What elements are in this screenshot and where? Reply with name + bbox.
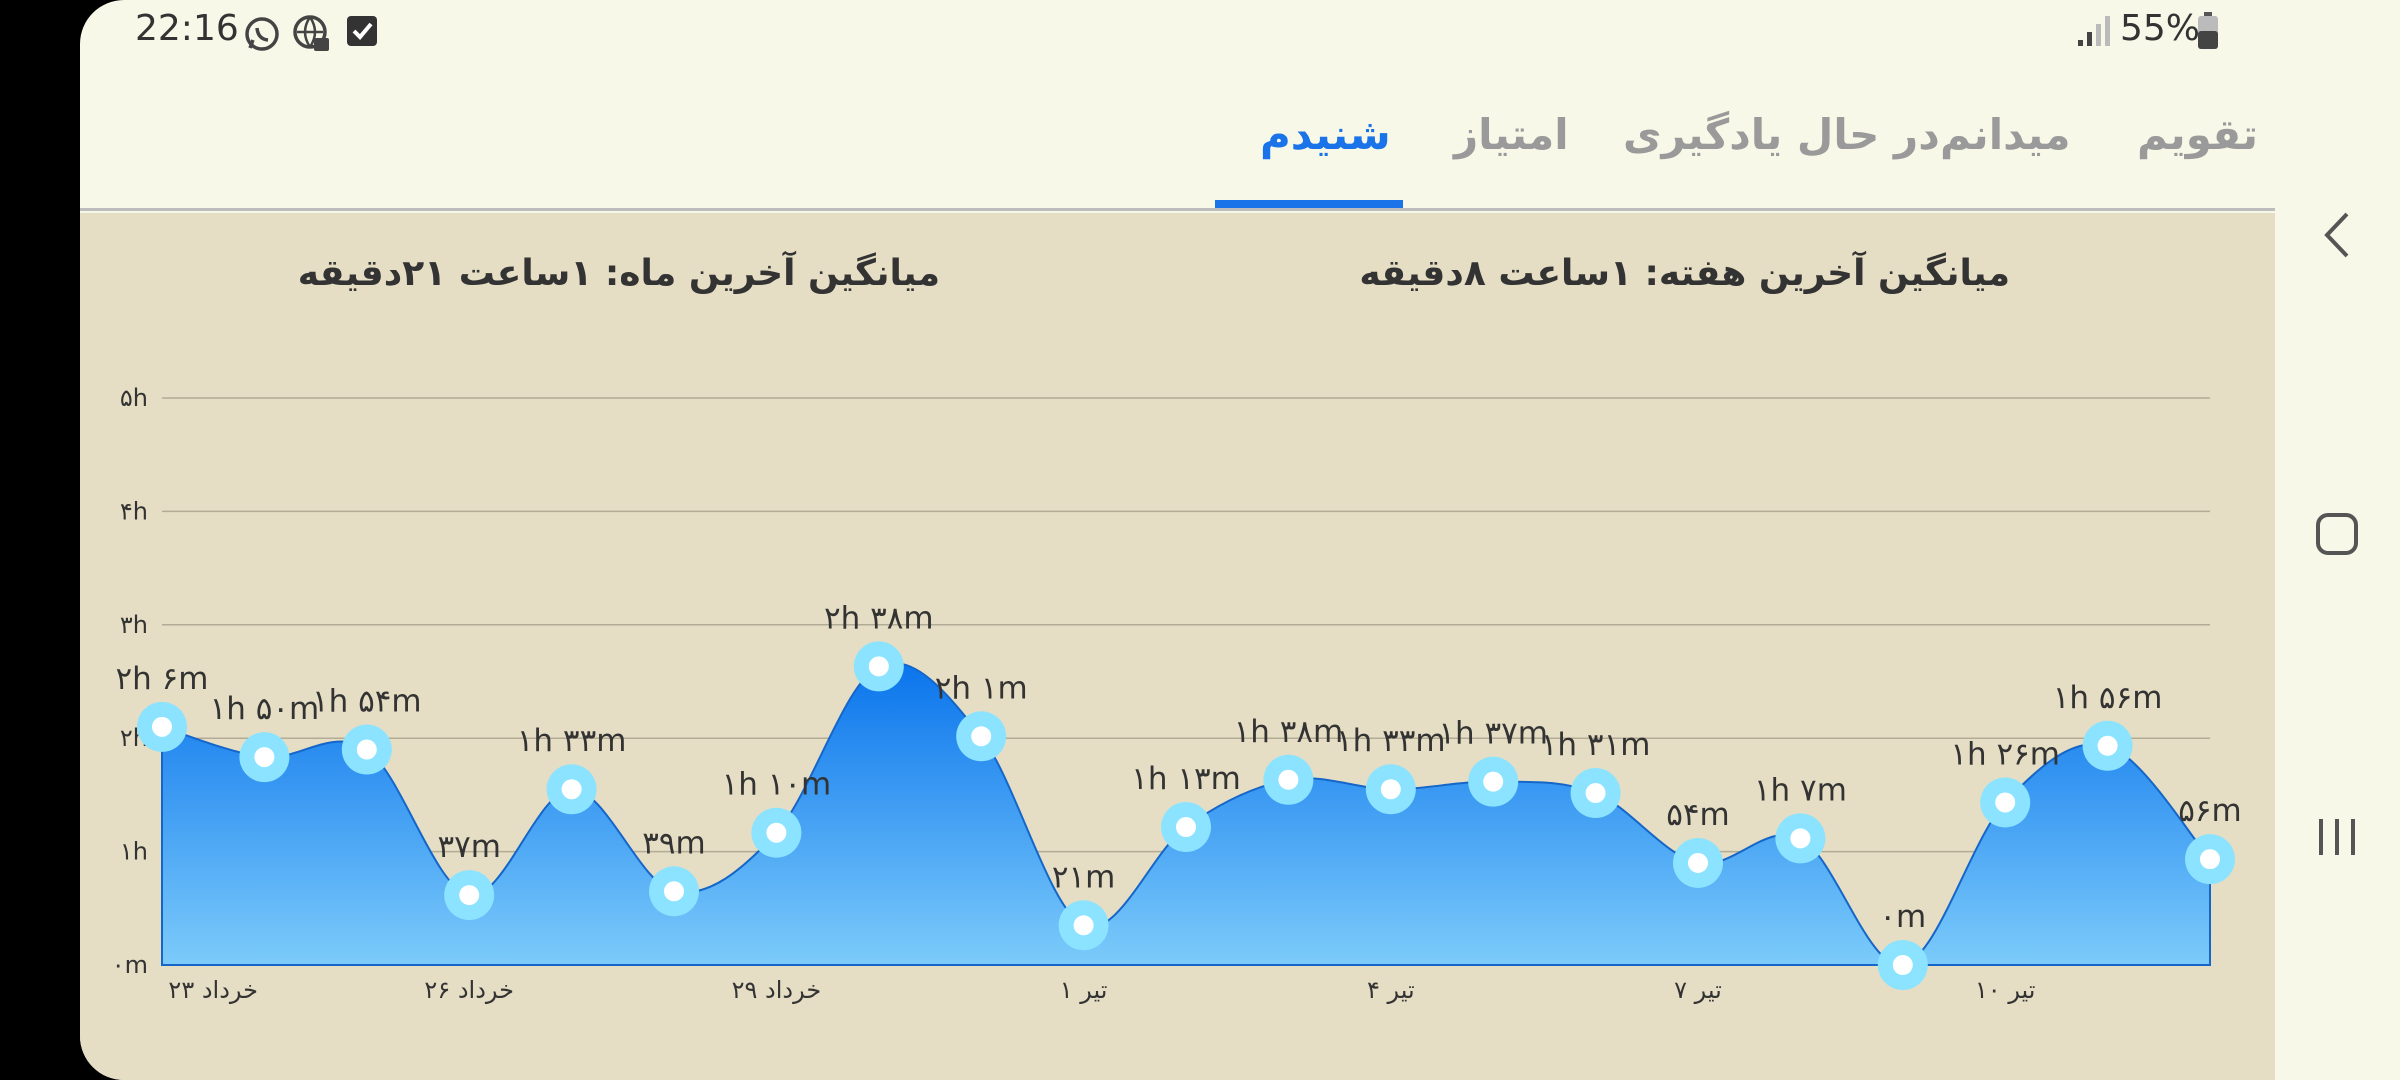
x-tick-label: ۱۰ تیر — [1975, 976, 2036, 1004]
home-button[interactable] — [2315, 512, 2359, 560]
status-time: 22:16 — [135, 8, 239, 49]
data-point[interactable] — [1570, 768, 1621, 819]
tab-divider — [80, 208, 2275, 211]
active-tab-indicator — [1215, 200, 1403, 208]
data-label: ۵۶m — [2178, 793, 2242, 829]
battery-icon — [2197, 12, 2219, 54]
vpn-icon — [292, 14, 332, 58]
data-point[interactable] — [1468, 756, 1519, 807]
data-point[interactable] — [341, 724, 392, 775]
tab-bar: شنیدم امتیاز در حال یادگیری میدانم تقویم — [80, 60, 2275, 211]
data-point[interactable] — [2082, 720, 2133, 771]
x-tick-label: ۲۶ خرداد — [424, 976, 514, 1004]
data-point[interactable] — [2185, 834, 2235, 885]
system-navigation-bar — [2275, 0, 2400, 1080]
data-label: ۱h ۳۳m — [1336, 723, 1446, 759]
data-point[interactable] — [1161, 802, 1211, 853]
data-point[interactable] — [751, 807, 802, 858]
week-average: میانگین آخرین هفته: ۱ساعت ۸دقیقه — [1359, 253, 2010, 294]
data-point[interactable] — [137, 701, 187, 752]
whatsapp-icon — [242, 14, 282, 58]
data-point[interactable] — [1673, 837, 1723, 888]
data-point[interactable] — [1877, 940, 1928, 990]
data-label: ۱h ۵۶m — [2053, 680, 2163, 716]
battery-level: 55% — [2120, 8, 2201, 49]
checkbox-icon — [345, 14, 379, 52]
data-label: ۲۱m — [1052, 859, 1116, 895]
recent-apps-button[interactable] — [2315, 815, 2359, 863]
data-label: ۳۹m — [642, 825, 706, 861]
x-tick-label: ۲۹ خرداد — [732, 976, 822, 1004]
data-point[interactable] — [1365, 764, 1416, 815]
y-tick-label: ۴h — [120, 497, 148, 525]
x-tick-label: ۷ تیر — [1674, 976, 1722, 1004]
tab-known[interactable]: میدانم — [1940, 110, 2071, 159]
y-tick-label: ۰m — [112, 951, 148, 979]
back-button[interactable] — [2317, 210, 2357, 264]
data-point[interactable] — [1980, 777, 2031, 828]
data-label: ۲h ۱m — [935, 670, 1028, 706]
stats-panel: میانگین آخرین ماه: ۱ساعت ۲۱دقیقه میانگین… — [80, 213, 2275, 1080]
data-label: ۱h ۳۷m — [1438, 716, 1548, 752]
data-label: ۱h ۳۱m — [1541, 727, 1651, 763]
tab-score[interactable]: امتیاز — [1454, 110, 1569, 159]
data-point[interactable] — [853, 641, 904, 692]
x-tick-label: ۱ تیر — [1060, 976, 1108, 1004]
data-label: ۱h ۷m — [1754, 772, 1847, 808]
tab-heard[interactable]: شنیدم — [1260, 110, 1391, 159]
data-label: ۱h ۱۰m — [722, 767, 832, 803]
tab-learning[interactable]: در حال یادگیری — [1623, 110, 1940, 159]
data-point[interactable] — [444, 870, 495, 921]
data-label: ۲h ۶m — [116, 661, 209, 697]
data-label: ۲h ۳۸m — [824, 600, 934, 636]
data-point[interactable] — [546, 764, 597, 815]
data-label: ۳۷m — [437, 829, 501, 865]
data-point[interactable] — [1058, 900, 1109, 951]
data-point[interactable] — [649, 866, 699, 917]
y-tick-label: ۵h — [120, 384, 148, 412]
data-label: ۱h ۱۳m — [1131, 761, 1241, 797]
x-tick-label: ۴ تیر — [1367, 976, 1415, 1004]
data-point[interactable] — [956, 711, 1007, 762]
data-label: ۵۴m — [1666, 797, 1730, 833]
signal-icon — [2076, 14, 2112, 52]
data-point[interactable] — [1263, 754, 1314, 805]
data-label: ۰m — [1879, 899, 1926, 935]
x-tick-label: ۲۳ خرداد — [168, 976, 258, 1004]
data-label: ۱h ۵۰m — [210, 691, 320, 727]
y-tick-label: ۳h — [120, 611, 148, 639]
app-screen: 22:16 55% شنیدم امتیاز در حال یادگیری می… — [80, 0, 2275, 1080]
data-label: ۱h ۳۸m — [1234, 714, 1344, 750]
month-average: میانگین آخرین ماه: ۱ساعت ۲۱دقیقه — [297, 253, 940, 294]
data-label: ۱h ۳۳m — [517, 723, 627, 759]
data-point[interactable] — [239, 732, 290, 783]
tab-calendar[interactable]: تقویم — [2137, 110, 2259, 159]
data-label: ۱h ۵۴m — [312, 684, 422, 720]
y-tick-label: ۱h — [120, 838, 148, 866]
data-label: ۱h ۲۶m — [1950, 736, 2060, 772]
data-point[interactable] — [1775, 813, 1826, 864]
